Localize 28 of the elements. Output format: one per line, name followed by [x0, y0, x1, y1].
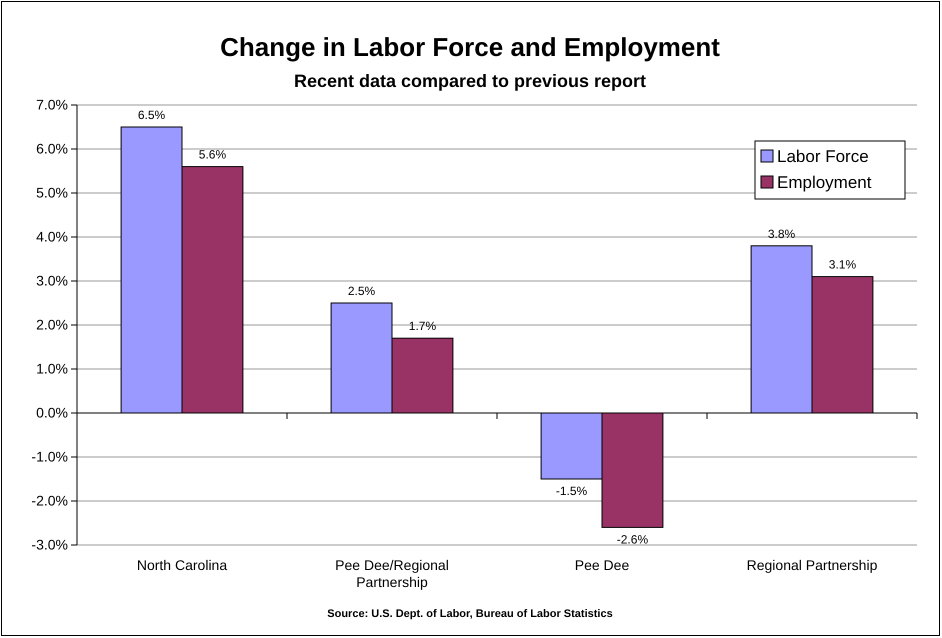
data-label: 5.6%: [198, 148, 226, 162]
x-tick-label: Pee Dee: [574, 557, 630, 573]
chart-title: Change in Labor Force and Employment: [220, 32, 720, 62]
legend-label: Employment: [777, 173, 872, 192]
data-label: 3.1%: [828, 258, 856, 272]
data-label: -2.6%: [616, 532, 648, 546]
y-tick-label: 6.0%: [36, 140, 68, 156]
y-tick-label: 4.0%: [36, 228, 68, 244]
data-label: 2.5%: [348, 284, 376, 298]
y-tick-label: 1.0%: [36, 360, 68, 376]
data-label: 1.7%: [408, 319, 436, 334]
data-label: -1.5%: [556, 484, 588, 498]
y-tick-label: 0.0%: [36, 404, 68, 420]
y-tick-label: -3.0%: [31, 536, 68, 552]
data-label: 6.5%: [138, 108, 166, 122]
x-tick-label: Pee Dee/Regional Partnership: [335, 557, 449, 590]
legend-label: Labor Force: [777, 147, 869, 166]
y-tick-label: 7.0%: [36, 96, 68, 112]
data-label: 3.8%: [768, 226, 796, 241]
y-tick-label: 2.0%: [36, 316, 68, 332]
x-tick-label: North Carolina: [136, 557, 228, 573]
x-tick-label: Regional Partnership: [746, 557, 878, 573]
y-tick-label: 5.0%: [36, 184, 68, 200]
y-tick-label: -1.0%: [31, 448, 68, 464]
y-tick-label: -2.0%: [31, 492, 68, 508]
y-tick-label: 3.0%: [36, 272, 68, 288]
chart-subtitle: Recent data compared to previous report: [294, 71, 646, 91]
source-note: Source: U.S. Dept. of Labor, Bureau of Labor Statistics: [327, 608, 613, 620]
